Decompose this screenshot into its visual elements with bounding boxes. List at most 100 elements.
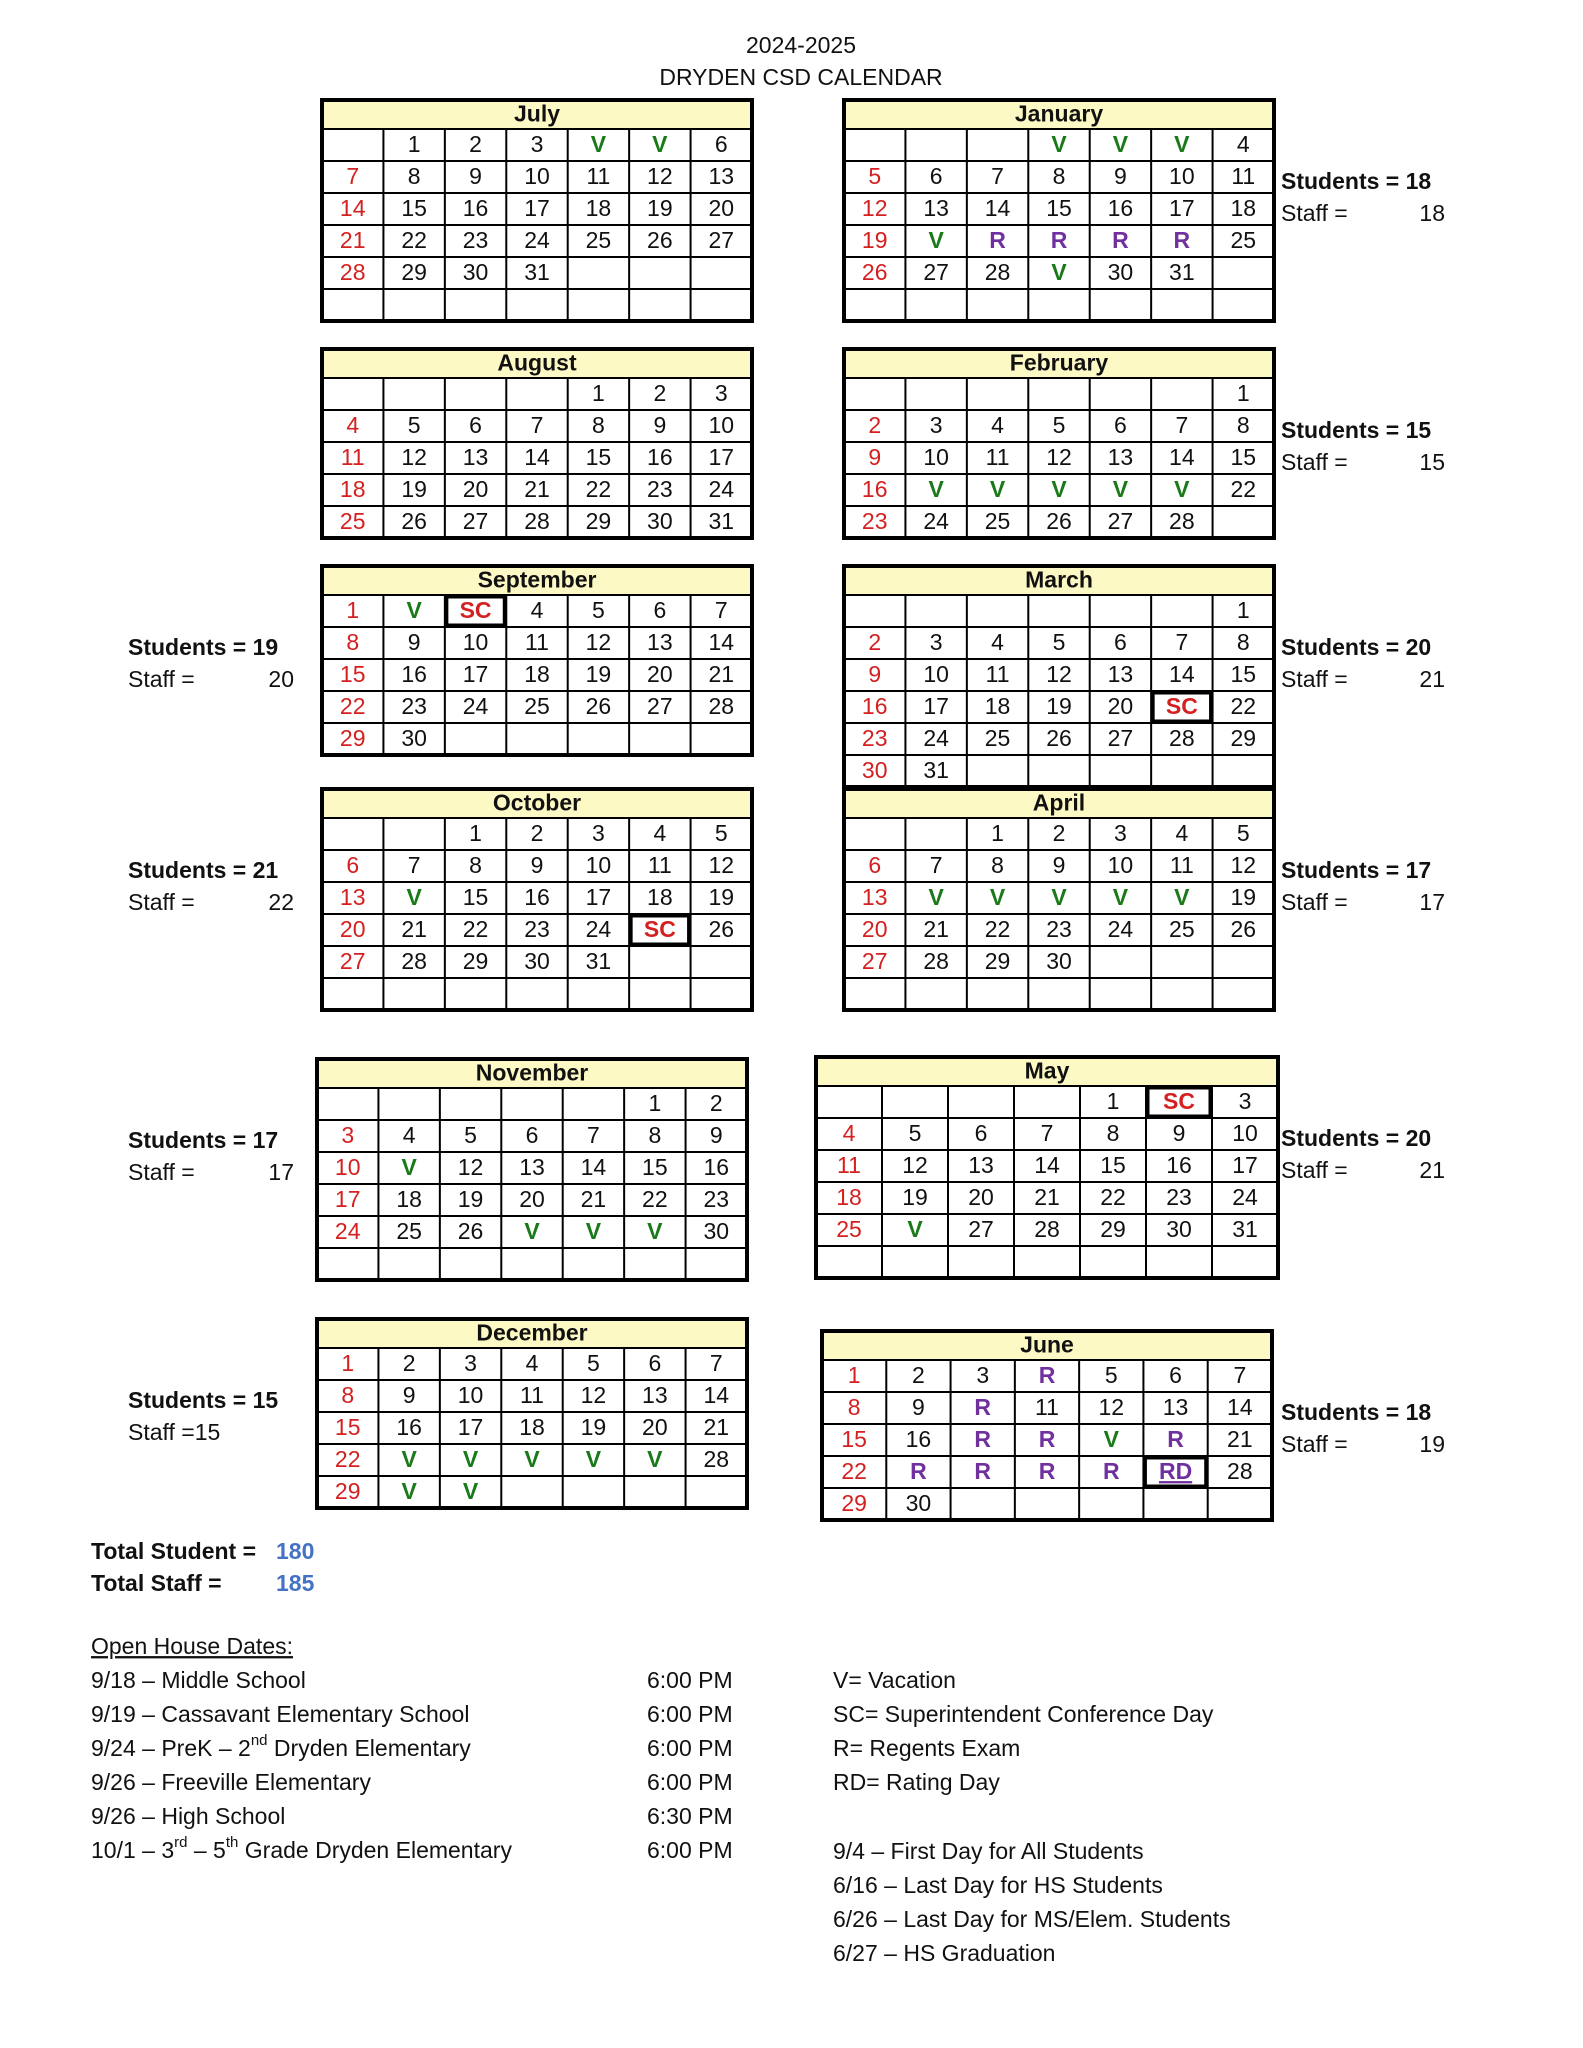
day-cell: 15 — [1046, 195, 1072, 221]
day-cell: V — [1051, 259, 1067, 285]
open-house-item: 9/26 – High School — [91, 1803, 285, 1829]
day-cell: 21 — [1034, 1184, 1060, 1210]
day-cell: 19 — [401, 476, 427, 502]
day-cell: 5 — [715, 820, 728, 846]
day-cell: 19 — [586, 661, 612, 687]
day-cell: R — [974, 1394, 991, 1420]
day-cell: 22 — [985, 916, 1011, 942]
day-cell: 30 — [1108, 259, 1134, 285]
day-cell: 9 — [408, 629, 421, 655]
day-cell: 29 — [841, 1490, 867, 1516]
day-cell: RD — [1159, 1458, 1192, 1484]
day-cell: 14 — [581, 1154, 607, 1180]
month-border — [320, 564, 754, 757]
day-cell: 30 — [524, 948, 550, 974]
day-cell: 17 — [923, 693, 949, 719]
day-cell: 29 — [586, 508, 612, 534]
day-cell: V — [406, 597, 422, 623]
day-cell: 10 — [708, 412, 734, 438]
day-cell: 16 — [524, 884, 550, 910]
day-cell: 12 — [458, 1154, 484, 1180]
day-cell: 12 — [902, 1152, 928, 1178]
superscript: th — [226, 1834, 239, 1851]
day-cell: 18 — [1230, 195, 1256, 221]
day-cell: 15 — [1230, 444, 1256, 470]
day-cell: 28 — [703, 1446, 729, 1472]
day-cell: 18 — [586, 195, 612, 221]
day-cell: 24 — [1232, 1184, 1258, 1210]
day-cell: 3 — [930, 629, 943, 655]
day-cell: V — [586, 1218, 602, 1244]
month-header-bg — [844, 566, 1274, 595]
day-cell: 23 — [401, 693, 427, 719]
day-cell: 1 — [346, 597, 359, 623]
staff-count: 17 — [268, 1159, 294, 1185]
day-cell: 5 — [909, 1120, 922, 1146]
staff-count: 18 — [1419, 200, 1445, 226]
day-cell: 28 — [524, 508, 550, 534]
day-cell: 2 — [1053, 820, 1066, 846]
day-cell: 6 — [526, 1122, 539, 1148]
day-cell: 15 — [586, 444, 612, 470]
day-cell: 28 — [985, 259, 1011, 285]
day-cell: 13 — [1108, 661, 1134, 687]
day-cell: 15 — [642, 1154, 668, 1180]
day-cell: 17 — [463, 661, 489, 687]
day-cell: 23 — [703, 1186, 729, 1212]
day-cell: 30 — [862, 757, 888, 783]
day-cell: 9 — [1173, 1120, 1186, 1146]
day-cell: 16 — [862, 693, 888, 719]
month-header-bg — [317, 1319, 747, 1348]
month-header-bg — [322, 566, 752, 595]
day-cell: 7 — [408, 852, 421, 878]
day-cell: 25 — [836, 1216, 862, 1242]
day-cell: 14 — [708, 629, 734, 655]
day-cell: 2 — [469, 131, 482, 157]
day-cell: 24 — [463, 693, 489, 719]
day-cell: V — [401, 1478, 417, 1504]
day-cell: R — [989, 227, 1006, 253]
month-name: December — [476, 1320, 587, 1346]
day-cell: R — [974, 1426, 991, 1452]
day-cell: 9 — [469, 163, 482, 189]
legend-item: V= Vacation — [833, 1667, 956, 1693]
day-cell: 2 — [868, 629, 881, 655]
day-cell: 27 — [1108, 508, 1134, 534]
day-cell: 12 — [862, 195, 888, 221]
day-cell: 8 — [408, 163, 421, 189]
day-cell: 6 — [469, 412, 482, 438]
month-border — [315, 1057, 749, 1282]
day-cell: 11 — [648, 852, 672, 878]
day-cell: 8 — [469, 852, 482, 878]
day-cell: 4 — [843, 1120, 856, 1146]
staff-count: 17 — [1419, 889, 1445, 915]
day-cell: 11 — [1170, 852, 1194, 878]
superscript: rd — [174, 1834, 187, 1851]
day-cell: 1 — [848, 1362, 861, 1388]
day-cell: 26 — [458, 1218, 484, 1244]
day-cell: 7 — [587, 1122, 600, 1148]
day-cell: 1 — [469, 820, 482, 846]
day-cell: 1 — [1237, 597, 1250, 623]
day-cell: 1 — [592, 380, 605, 406]
day-cell: 27 — [1108, 725, 1134, 751]
day-cell: 10 — [923, 661, 949, 687]
day-cell: 31 — [586, 948, 612, 974]
text-part: 9/19 – Cassavant Elementary School — [91, 1701, 469, 1727]
day-cell: 5 — [408, 412, 421, 438]
day-cell: 9 — [710, 1122, 723, 1148]
day-cell: 29 — [1230, 725, 1256, 751]
day-cell: 29 — [340, 725, 366, 751]
day-cell: 18 — [524, 661, 550, 687]
day-cell: R — [1039, 1458, 1056, 1484]
day-cell: V — [990, 476, 1006, 502]
day-cell: 25 — [586, 227, 612, 253]
text-part: 9/26 – High School — [91, 1803, 285, 1829]
day-cell: 20 — [519, 1186, 545, 1212]
day-cell: 19 — [708, 884, 734, 910]
day-cell: 3 — [592, 820, 605, 846]
day-cell: V — [524, 1218, 540, 1244]
day-cell: 25 — [1230, 227, 1256, 253]
day-cell: R — [974, 1458, 991, 1484]
day-cell: 22 — [841, 1458, 867, 1484]
